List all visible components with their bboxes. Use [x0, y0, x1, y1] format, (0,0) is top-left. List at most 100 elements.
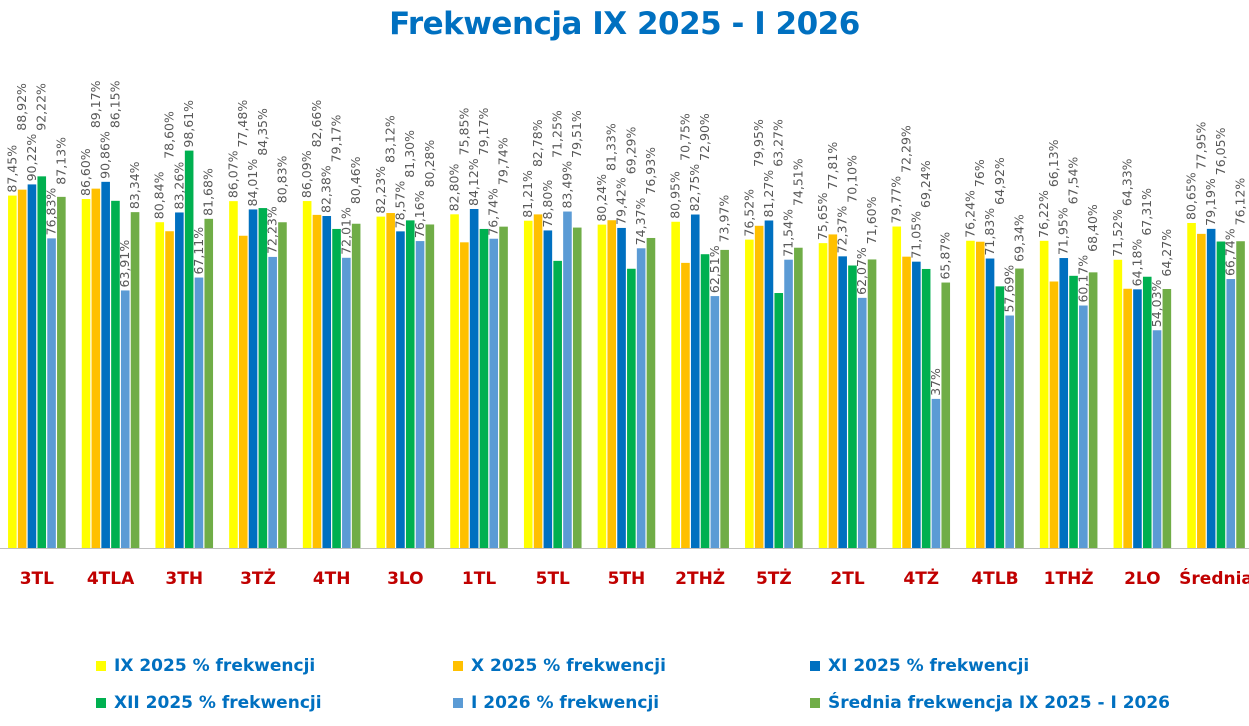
- data-label: 69,24%: [918, 160, 933, 208]
- bar-3TH-5: [204, 218, 214, 549]
- data-label: 75,85%: [456, 108, 471, 156]
- bar-4TLA-4: [120, 290, 130, 548]
- bar-2TL-3: [848, 265, 857, 548]
- data-label: 83,34%: [127, 161, 142, 209]
- data-label: 66,74%: [1223, 228, 1238, 276]
- category-label: 1THŻ: [1044, 567, 1094, 589]
- data-label: 82,38%: [319, 165, 334, 213]
- legend-label: XII 2025 % frekwencji: [114, 693, 322, 713]
- bar-2THŻ-3: [700, 254, 710, 548]
- bar-2LO-4: [1152, 330, 1162, 548]
- legend-label: XI 2025 % frekwencji: [828, 656, 1030, 676]
- legend-swatch: [810, 698, 820, 708]
- data-label: 92,22%: [34, 83, 49, 131]
- data-label: 76,93%: [643, 147, 658, 195]
- bar-5TL-2: [543, 230, 553, 548]
- data-label: 79,77%: [889, 176, 904, 224]
- data-label: 77,95%: [1193, 122, 1208, 170]
- bar-1TL-0: [450, 214, 459, 549]
- data-label: 76,83%: [44, 188, 59, 236]
- bar-3TH-4: [194, 277, 204, 548]
- bar-5TŻ-5: [794, 247, 803, 548]
- bar-Średnia-2: [1206, 228, 1216, 548]
- data-label: 72,90%: [697, 113, 712, 161]
- bar-2LO-0: [1113, 259, 1123, 548]
- data-label: 82,66%: [309, 100, 324, 148]
- data-label: 60,17%: [1075, 255, 1090, 303]
- bar-3TH-1: [165, 231, 174, 548]
- bar-chart: 87,45% 88,92% 90,22% 92,22% 76,83% 87,13% 3TL 8…: [0, 80, 1249, 589]
- bar-4TLB-3: [995, 286, 1005, 548]
- bar-5TL-5: [572, 227, 582, 548]
- data-label: 79,74%: [496, 137, 511, 185]
- bar-1TL-3: [479, 228, 489, 549]
- legend-item: XI 2025 % frekwencji: [810, 656, 1029, 676]
- bar-1THŻ-2: [1059, 258, 1069, 548]
- legend-item: IX 2025 % frekwencji: [96, 656, 315, 676]
- data-label: 79,17%: [476, 108, 491, 156]
- bar-3TŻ-5: [278, 222, 287, 548]
- bar-3TH-3: [184, 150, 194, 549]
- bar-1THŻ-5: [1088, 272, 1098, 548]
- data-label: 67,11%: [191, 227, 206, 275]
- category-label: 4TH: [313, 569, 351, 589]
- bar-3LO-0: [376, 216, 386, 548]
- bar-5TH-2: [617, 227, 626, 549]
- data-label: 79,19%: [1203, 178, 1218, 226]
- data-label: 71,25%: [550, 110, 565, 158]
- data-label: 63,91%: [117, 240, 132, 288]
- bar-Średnia-4: [1226, 279, 1236, 548]
- data-label: 72,29%: [899, 125, 914, 173]
- data-label: 84,35%: [255, 108, 270, 156]
- legend-item: X 2025 % frekwencji: [453, 656, 666, 676]
- bar-3LO-4: [415, 241, 425, 548]
- legend-label: X 2025 % frekwencji: [471, 656, 666, 676]
- bar-5TŻ-4: [784, 259, 793, 548]
- data-label: 81,27%: [761, 170, 776, 218]
- bar-3TL-1: [17, 189, 27, 548]
- bar-5TŻ-1: [754, 225, 764, 548]
- data-label: 81,68%: [201, 168, 216, 216]
- data-label: 80,28%: [422, 140, 437, 188]
- data-label: 71,05%: [908, 211, 923, 259]
- bar-4TŻ-4: [931, 398, 941, 548]
- data-label: 71,95%: [1056, 207, 1071, 255]
- bar-3TŻ-1: [238, 235, 248, 548]
- bar-Średnia-3: [1216, 241, 1226, 548]
- bar-4TH-2: [322, 216, 332, 548]
- data-label: 77,48%: [235, 100, 250, 148]
- bar-2THŻ-0: [671, 221, 680, 549]
- data-label: 86,09%: [299, 150, 314, 198]
- bar-3TL-2: [27, 184, 37, 549]
- data-label: 79,42%: [614, 177, 629, 225]
- bar-2THŻ-4: [710, 296, 720, 548]
- data-label: 72,23%: [265, 206, 280, 254]
- bar-3TŻ-0: [229, 201, 238, 549]
- data-label: 84,01%: [245, 159, 260, 207]
- data-label: 76,05%: [1213, 127, 1228, 175]
- data-label: 82,23%: [373, 166, 388, 214]
- bar-5TL-1: [533, 214, 543, 548]
- legend-label: IX 2025 % frekwencji: [114, 656, 316, 676]
- bar-2TL-1: [828, 234, 838, 548]
- bar-5TH-0: [597, 224, 607, 548]
- bar-5TL-0: [523, 220, 533, 548]
- bar-2THŻ-2: [690, 214, 700, 548]
- legend-item: XII 2025 % frekwencji: [96, 693, 322, 713]
- data-label: 67,31%: [1139, 188, 1154, 236]
- bar-Średnia-5: [1236, 241, 1245, 549]
- legend-swatch: [810, 661, 820, 671]
- bar-4TŻ-5: [941, 282, 951, 548]
- bar-3TL-5: [57, 196, 66, 549]
- data-label: 77,81%: [825, 142, 840, 190]
- data-label: 76%: [972, 159, 987, 187]
- category-label: 4TLA: [87, 569, 135, 589]
- data-label: 68,40%: [1085, 204, 1100, 252]
- bar-2TL-4: [857, 297, 867, 548]
- data-label: 82,80%: [447, 164, 462, 212]
- data-label: 65,87%: [938, 232, 953, 280]
- data-label: 89,17%: [88, 80, 103, 128]
- category-label: 2TL: [830, 569, 864, 589]
- data-label: 80,24%: [594, 174, 609, 222]
